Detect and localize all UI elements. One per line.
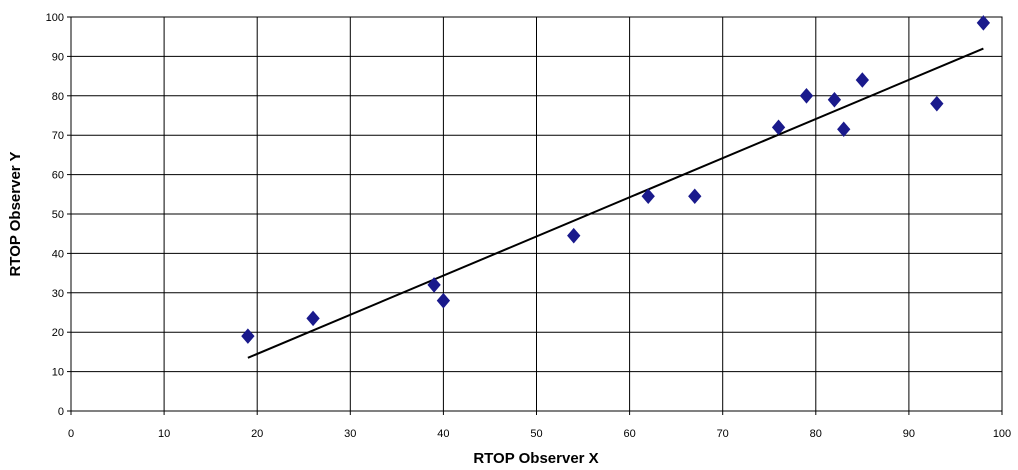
x-tick-label: 80	[810, 428, 822, 440]
y-tick-label: 80	[52, 91, 64, 103]
y-tick-label: 20	[52, 327, 64, 339]
data-point	[241, 328, 255, 344]
x-tick-label: 20	[251, 428, 263, 440]
y-tick-label: 30	[52, 288, 64, 300]
data-point	[771, 119, 786, 136]
x-axis-ticks: 0 10 20 30 40 50 60 70 80 90 100	[68, 411, 1011, 440]
x-tick-label: 50	[530, 428, 542, 440]
horizontal-gridlines	[71, 55, 1002, 373]
x-tick-label: 40	[437, 428, 449, 440]
x-tick-label: 70	[717, 428, 729, 440]
data-point	[837, 121, 851, 138]
y-tick-label: 90	[52, 51, 64, 63]
data-points	[241, 15, 991, 344]
data-point	[930, 95, 944, 112]
data-point	[799, 88, 814, 104]
y-axis-title: RTOP Observer Y	[7, 151, 24, 276]
data-point	[976, 15, 991, 31]
data-point	[436, 292, 451, 309]
y-tick-label: 70	[52, 130, 64, 142]
y-tick-label: 0	[58, 406, 64, 418]
data-point	[855, 72, 870, 88]
trendline-layer	[247, 47, 984, 359]
data-point	[827, 91, 842, 108]
y-tick-label: 100	[46, 12, 64, 24]
y-tick-label: 40	[52, 248, 64, 260]
data-point	[567, 227, 581, 244]
data-point	[427, 277, 441, 293]
x-tick-label: 60	[623, 428, 635, 440]
data-point	[688, 188, 702, 205]
y-axis-ticks: 0 10 20 30 40 50 60 70 80 90 100	[46, 12, 71, 418]
y-tick-label: 50	[52, 209, 64, 221]
x-tick-label: 100	[993, 428, 1011, 440]
data-point	[306, 310, 320, 327]
x-tick-label: 10	[158, 428, 170, 440]
x-tick-label: 90	[903, 428, 915, 440]
data-point	[641, 188, 655, 205]
y-tick-label: 60	[52, 170, 64, 182]
trendline	[247, 47, 984, 359]
x-tick-label: 0	[68, 428, 74, 440]
x-tick-label: 30	[344, 428, 356, 440]
y-tick-label: 10	[52, 367, 64, 379]
x-axis-title: RTOP Observer X	[473, 450, 598, 467]
